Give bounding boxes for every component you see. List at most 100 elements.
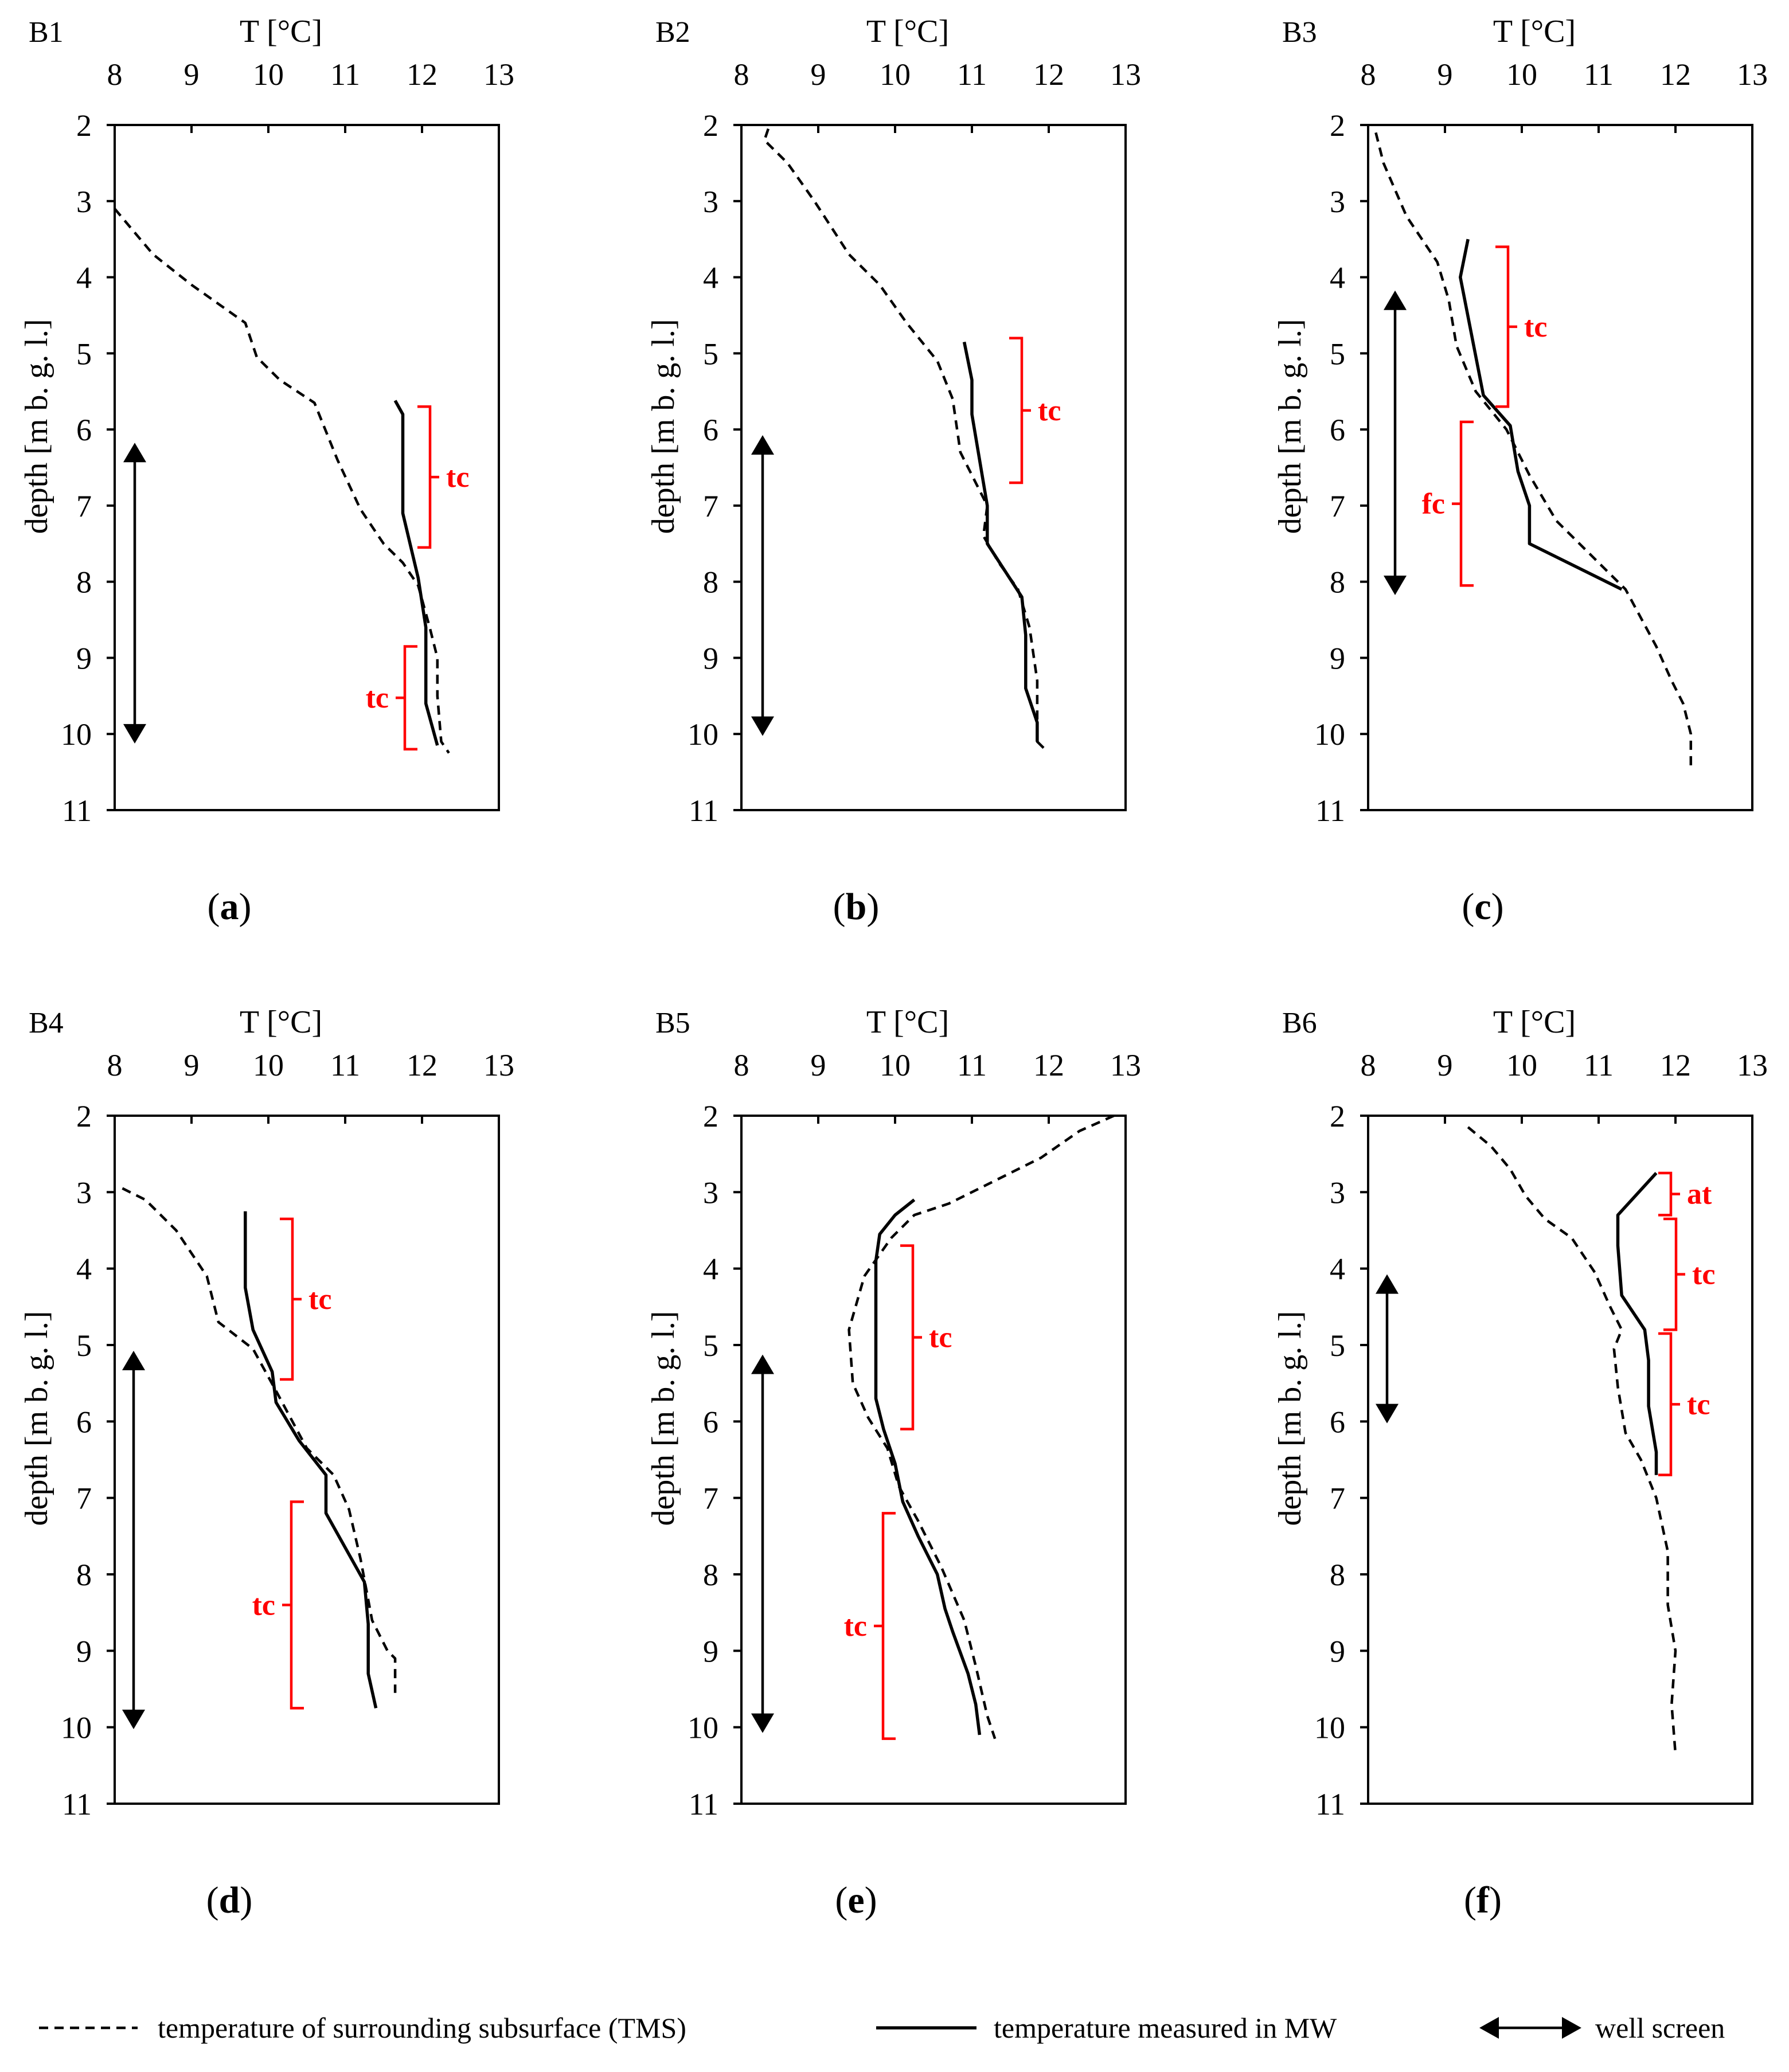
x-tick-label: 13 (1110, 57, 1141, 92)
annotation-label: tc (1524, 311, 1547, 343)
x-tick-label: 10 (880, 1048, 911, 1082)
y-tick-label: 5 (703, 337, 718, 371)
y-tick-label: 4 (76, 1252, 92, 1287)
x-tick-label: 9 (1438, 1048, 1453, 1082)
x-tick-label: 12 (1033, 57, 1064, 92)
y-tick-label: 4 (1330, 1252, 1345, 1287)
y-tick-label: 8 (76, 565, 92, 600)
tms-line (114, 208, 450, 754)
borehole-label: B3 (1282, 16, 1317, 49)
y-tick-label: 3 (76, 185, 92, 219)
y-tick-label: 5 (76, 337, 92, 371)
x-tick-label: 12 (407, 57, 438, 92)
borehole-label: B2 (655, 16, 690, 49)
mw-line (962, 341, 1039, 742)
y-tick-label: 5 (76, 1328, 92, 1363)
plot-frame (1367, 124, 1753, 811)
tms-line (1467, 1126, 1677, 1754)
x-axis-title: T [°C] (240, 14, 322, 49)
y-tick-label: 11 (1315, 793, 1345, 828)
x-tick-label: 13 (483, 57, 514, 92)
plot-frame (114, 124, 500, 811)
y-tick-label: 6 (703, 413, 718, 447)
annotation-tc: tc (252, 1500, 304, 1710)
y-tick-label: 10 (1314, 717, 1345, 752)
legend: temperature of surrounding subsurface (T… (39, 2012, 1725, 2044)
y-tick-label: 11 (1315, 1787, 1345, 1821)
panel-caption: (d) (206, 1879, 253, 1921)
y-tick-label: 5 (1330, 337, 1345, 371)
x-tick-label: 10 (1506, 57, 1537, 92)
annotation-label: tc (446, 461, 469, 494)
y-tick-label: 6 (76, 413, 92, 447)
x-tick-label: 9 (1438, 57, 1453, 92)
y-tick-label: 9 (76, 1634, 92, 1668)
annotation-tc: tc (844, 1512, 896, 1740)
y-tick-label: 11 (62, 1787, 92, 1821)
well-screen-arrow (1384, 290, 1407, 595)
y-tick-label: 3 (703, 185, 718, 219)
plot-frame (740, 124, 1127, 811)
y-tick-label: 7 (703, 1481, 718, 1516)
mw-line (874, 1198, 982, 1735)
annotation-tc: tc (1658, 1332, 1710, 1476)
y-tick-label: 6 (1330, 1405, 1345, 1439)
y-tick-label: 4 (703, 261, 718, 295)
y-tick-label: 10 (688, 1711, 718, 1745)
mw-line (1616, 1172, 1658, 1475)
annotation-label: tc (929, 1322, 952, 1354)
y-tick-label: 2 (76, 108, 92, 143)
borehole-label: B6 (1282, 1007, 1317, 1039)
y-tick-label: 3 (76, 1175, 92, 1210)
panel-caption: (a) (208, 886, 252, 928)
annotation-label: tc (366, 682, 389, 714)
x-tick-label: 10 (253, 1048, 284, 1082)
annotation-tc: tc (1495, 245, 1547, 408)
y-axis-title: depth [m b. g. l.] (19, 1311, 54, 1526)
y-tick-label: 7 (76, 1481, 92, 1516)
y-tick-label: 11 (689, 1787, 718, 1821)
y-axis-title: depth [m b. g. l.] (1272, 319, 1308, 534)
annotation-label: tc (1038, 394, 1061, 427)
x-tick-label: 11 (957, 1048, 987, 1082)
y-tick-label: 2 (703, 108, 718, 143)
y-tick-label: 10 (1314, 1711, 1345, 1745)
y-tick-label: 9 (703, 1634, 718, 1668)
mw-line (393, 400, 439, 746)
panel-caption: (c) (1462, 886, 1503, 928)
y-tick-label: 6 (703, 1405, 718, 1439)
y-tick-label: 3 (1330, 185, 1345, 219)
y-tick-label: 5 (703, 1328, 718, 1363)
y-axis-title: depth [m b. g. l.] (646, 1311, 681, 1526)
y-tick-label: 6 (1330, 413, 1345, 447)
plot-frame (1367, 1115, 1753, 1805)
x-tick-label: 9 (184, 1048, 200, 1082)
annotation-fc: fc (1422, 420, 1474, 587)
x-tick-label: 9 (184, 57, 200, 92)
annotation-tc: tc (900, 1244, 952, 1430)
tms-line (763, 128, 1046, 750)
tms-line (847, 1114, 1115, 1739)
y-tick-label: 2 (1330, 1099, 1345, 1133)
y-tick-label: 2 (76, 1099, 92, 1133)
well-screen-arrow (751, 435, 774, 736)
x-tick-label: 9 (811, 57, 826, 92)
y-tick-label: 11 (62, 793, 92, 828)
mw-line (1459, 239, 1623, 591)
annotation-label: tc (1692, 1258, 1715, 1291)
x-tick-label: 13 (483, 1048, 514, 1082)
x-tick-label: 10 (253, 57, 284, 92)
x-tick-label: 10 (1506, 1048, 1537, 1082)
mw-line (244, 1211, 378, 1709)
annotation-label: at (1687, 1178, 1712, 1211)
y-tick-label: 9 (1330, 1634, 1345, 1668)
y-tick-label: 9 (703, 641, 718, 675)
borehole-label: B5 (655, 1007, 690, 1039)
annotation-label: tc (308, 1283, 331, 1316)
